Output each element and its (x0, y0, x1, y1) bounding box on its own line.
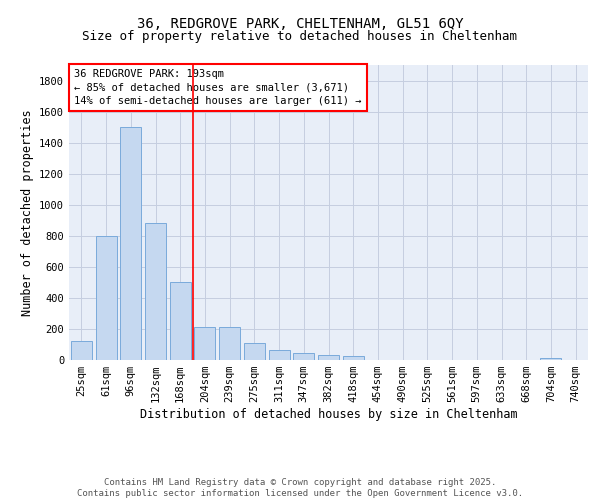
X-axis label: Distribution of detached houses by size in Cheltenham: Distribution of detached houses by size … (140, 408, 517, 421)
Bar (170, 282, 191, 360)
Bar (541, 358, 562, 360)
Bar (194, 326, 215, 360)
Bar (318, 354, 339, 360)
Bar (244, 343, 265, 360)
Bar (293, 353, 314, 360)
Bar (71, 342, 92, 360)
Text: 36 REDGROVE PARK: 193sqm
← 85% of detached houses are smaller (3,671)
14% of sem: 36 REDGROVE PARK: 193sqm ← 85% of detach… (74, 70, 362, 106)
Bar (120, 127, 141, 360)
Bar (343, 356, 364, 360)
Text: Contains HM Land Registry data © Crown copyright and database right 2025.
Contai: Contains HM Land Registry data © Crown c… (77, 478, 523, 498)
Bar (145, 224, 166, 360)
Bar (269, 350, 290, 360)
Bar (95, 236, 116, 360)
Text: Size of property relative to detached houses in Cheltenham: Size of property relative to detached ho… (83, 30, 517, 43)
Bar (219, 326, 240, 360)
Text: 36, REDGROVE PARK, CHELTENHAM, GL51 6QY: 36, REDGROVE PARK, CHELTENHAM, GL51 6QY (137, 18, 463, 32)
Y-axis label: Number of detached properties: Number of detached properties (20, 109, 34, 316)
